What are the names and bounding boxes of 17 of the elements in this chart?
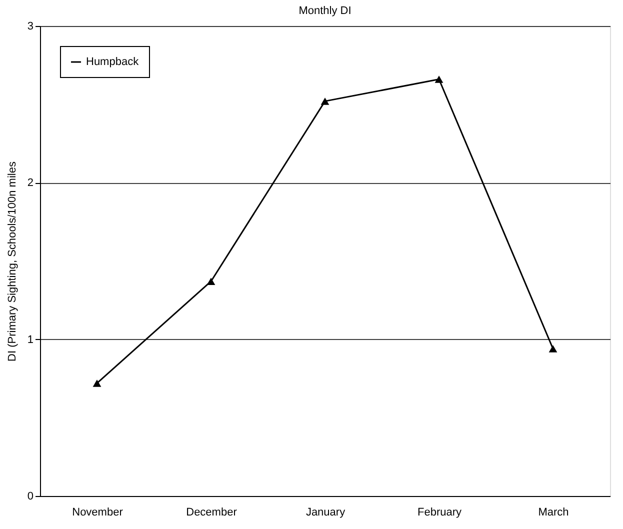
y-tick-label: 2	[27, 177, 34, 190]
y-tick-label: 3	[27, 20, 34, 32]
legend-label: Humpback	[86, 56, 140, 68]
chart-title: Monthly DI	[298, 5, 352, 17]
point	[206, 278, 216, 285]
x-tick-label: December	[186, 506, 238, 518]
y-tick-label: 0	[27, 490, 34, 502]
point	[92, 380, 102, 387]
point	[434, 76, 444, 83]
y-axis-title: DI (Primary Sighting, Schools/100n miles	[6, 161, 18, 362]
point	[548, 345, 558, 352]
point	[320, 98, 330, 105]
y-tick-label: 1	[27, 334, 34, 346]
x-tick-label: March	[538, 506, 569, 518]
x-tick-label: February	[417, 506, 462, 518]
x-tick-label: January	[306, 506, 346, 518]
x-tick-label: November	[72, 506, 124, 518]
